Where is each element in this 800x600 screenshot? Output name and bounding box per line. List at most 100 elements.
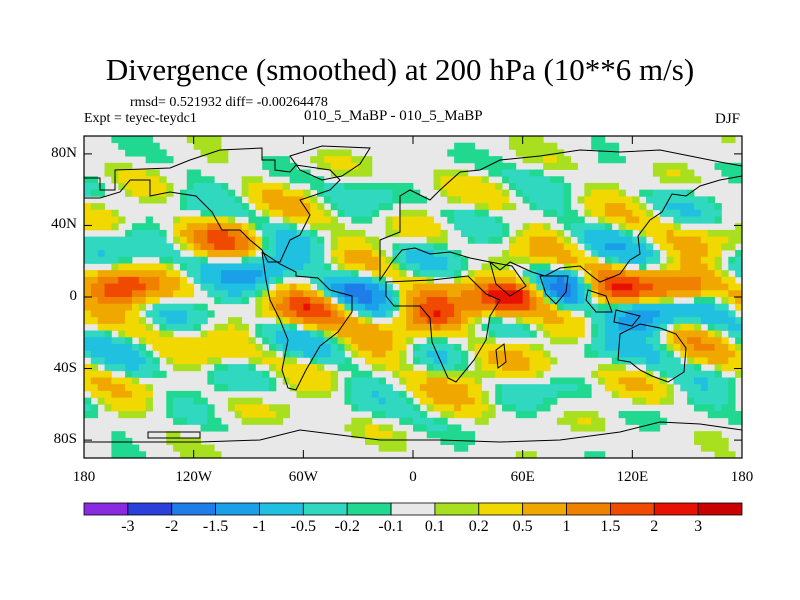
field-cell [502,323,510,331]
field-cell [735,330,742,338]
field-cell [351,390,359,399]
field-cell [495,229,503,238]
field-cell [399,283,407,291]
field-cell [200,136,208,144]
field-cell [365,263,373,271]
field-cell [707,350,715,358]
field-cell [125,290,133,298]
field-cell [556,330,565,338]
field-cell [604,189,613,197]
field-cell [694,263,702,271]
field-cell [536,236,544,244]
field-cell [481,223,489,231]
field-cell [365,357,373,365]
field-cell [508,203,517,211]
field-cell [214,276,222,284]
field-cell [474,310,482,318]
field-cell [728,162,736,170]
field-cell [673,357,681,365]
field-cell [234,411,243,419]
field-cell [454,276,462,284]
field-cell [598,156,606,164]
field-cell [248,370,256,378]
field-cell [104,337,112,345]
field-cell [227,250,236,258]
field-cell [433,310,441,318]
field-cell [625,216,633,224]
field-cell [673,290,681,298]
field-cell [248,250,256,258]
field-cell [460,390,469,399]
field-cell [97,343,105,352]
field-cell [680,323,688,331]
field-cell [186,243,195,251]
field-cell [543,350,551,358]
field-cell [735,256,742,264]
field-cell [433,330,441,338]
field-cell [495,384,503,392]
field-cell [632,370,640,378]
field-cell [152,223,160,231]
field-cell [173,216,181,224]
field-cell [707,209,715,217]
field-cell [227,317,236,325]
field-cell [406,283,414,291]
field-cell [138,136,147,144]
field-cell [186,343,195,352]
field-cell [700,397,709,405]
field-cell [166,283,174,291]
field-cell [543,142,551,150]
field-cell [700,263,709,271]
field-cell [488,223,496,231]
field-cell [474,384,482,392]
field-cell [460,323,469,331]
field-cell [145,149,153,157]
field-cell [495,303,503,311]
field-cell [639,256,647,264]
field-cell [454,250,462,258]
field-cell [111,250,119,258]
field-cell [323,182,332,191]
field-cell [282,189,291,197]
field-cell [413,297,421,305]
field-cell [179,390,188,399]
field-cell [419,330,428,338]
field-cell [406,364,414,372]
field-cell [351,343,359,352]
field-cell [488,357,496,365]
field-cell [700,330,709,338]
field-cell [735,263,742,271]
field-cell [563,323,572,331]
field-cell [659,229,667,238]
field-cell [543,162,551,170]
field-cell [173,223,181,231]
field-cell [460,290,469,298]
field-cell [454,290,462,298]
field-cell [378,343,386,352]
field-cell [269,377,277,385]
field-cell [639,317,647,325]
field-cell [179,451,188,458]
field-cell [536,189,544,197]
field-cell [604,317,613,325]
field-cell [330,256,338,264]
field-cell [632,337,640,345]
field-cell [508,270,517,278]
field-cell [214,136,222,144]
field-cell [406,256,414,264]
field-cell [399,323,407,331]
field-cell [502,189,510,197]
field-cell [652,236,661,244]
field-cell [351,216,359,224]
field-cell [392,256,400,264]
field-cell [728,323,736,331]
field-cell [365,182,373,191]
field-cell [454,189,462,197]
field-cell [488,317,496,325]
colorbar-label: -0.1 [378,518,404,535]
field-cell [666,390,674,399]
field-cell [207,136,215,144]
field-cell [255,196,263,204]
field-cell [104,323,112,331]
field-cell [721,390,729,399]
